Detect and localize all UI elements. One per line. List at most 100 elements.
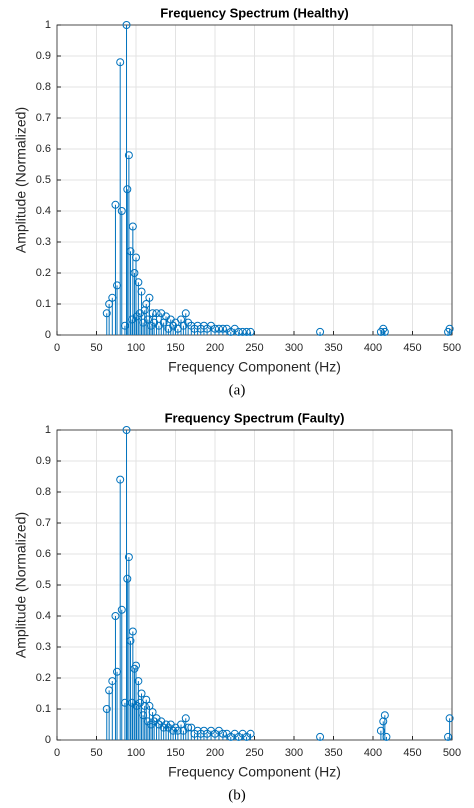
stem-marker (445, 714, 454, 723)
stem-marker (142, 695, 151, 704)
y-tick-label: 0.4 (36, 610, 51, 622)
stem-marker (128, 627, 137, 636)
x-tick-label: 400 (364, 747, 382, 759)
stem (126, 247, 135, 335)
y-tick-label: 0.6 (36, 548, 51, 560)
x-tick-label: 350 (324, 747, 342, 759)
stem (181, 714, 190, 740)
y-tick-label: 1 (45, 424, 51, 436)
stem-marker (122, 426, 131, 434)
stem (130, 269, 139, 335)
x-tick-label: 100 (127, 747, 145, 759)
stem (316, 732, 325, 741)
chart: 0 50 100 150 200 250 300 350 400 450 500 0 0.1 0.2 0.3… (13, 5, 461, 398)
stem (122, 426, 131, 740)
x-tick-label: 450 (403, 342, 421, 354)
stem-marker (445, 324, 454, 333)
stem-marker (379, 717, 388, 726)
stem (126, 636, 135, 740)
chart-title: Frequency Spectrum (Faulty) (165, 410, 345, 425)
stem-marker (116, 475, 125, 484)
stem-marker (128, 222, 137, 231)
stem-marker (111, 612, 120, 620)
stem-marker (181, 714, 190, 723)
y-tick-label: 0.8 (36, 81, 51, 93)
x-tick-label: 450 (403, 747, 421, 759)
stem-marker (117, 207, 126, 215)
stem-marker (187, 723, 196, 732)
x-tick-label: 200 (206, 342, 224, 354)
stem-marker (246, 729, 255, 738)
stem (132, 253, 140, 335)
stem (445, 324, 454, 335)
stem (122, 21, 131, 335)
stem (124, 553, 133, 740)
stem (152, 309, 161, 335)
stem-marker (123, 185, 132, 194)
stem-marker (124, 553, 133, 562)
caption: (b) (228, 787, 246, 803)
stem (380, 327, 389, 336)
stem-marker (102, 309, 111, 318)
y-tick-label: 0.5 (36, 579, 51, 591)
x-tick-label: 500 (443, 342, 461, 354)
stem (382, 732, 391, 741)
stem-marker (380, 711, 389, 720)
stem-marker (117, 605, 126, 614)
stem (316, 327, 325, 336)
stem (116, 475, 125, 740)
stem (111, 612, 120, 740)
y-tick-label: 0.2 (36, 267, 51, 279)
stem-marker (246, 327, 255, 336)
y-tick-label: 0 (45, 734, 51, 746)
stem-marker (116, 58, 125, 67)
stem (444, 732, 453, 741)
stem-marker (102, 705, 111, 713)
y-tick-label: 0.6 (36, 143, 51, 155)
stem (116, 58, 125, 335)
stem-marker (316, 732, 325, 741)
stem-marker (134, 677, 143, 686)
stem (117, 605, 126, 740)
stem (117, 207, 126, 335)
x-tick-label: 250 (245, 342, 263, 354)
chart-title: Frequency Spectrum (Healthy) (160, 5, 349, 20)
stem (124, 151, 133, 335)
stem (128, 627, 137, 740)
stem-marker (134, 278, 143, 287)
stem (445, 714, 454, 740)
stem (134, 677, 143, 740)
x-tick-label: 50 (90, 342, 102, 354)
x-tick-label: 500 (443, 747, 461, 759)
stem-marker (145, 293, 154, 302)
y-tick-label: 0.9 (36, 455, 51, 467)
stem (102, 309, 111, 335)
stem-marker (152, 309, 161, 318)
y-tick-label: 1 (45, 19, 51, 31)
y-tick-label: 0 (45, 329, 51, 341)
y-tick-label: 0.7 (36, 112, 51, 124)
stem-marker (380, 327, 389, 336)
stem-marker (122, 21, 131, 29)
stem-marker (123, 574, 132, 583)
x-tick-label: 150 (166, 342, 184, 354)
stem-marker (130, 269, 139, 277)
stem-marker (145, 701, 154, 710)
x-tick-label: 50 (90, 747, 102, 759)
x-tick-label: 300 (285, 747, 303, 759)
x-tick-label: 250 (245, 747, 263, 759)
stem-marker (137, 689, 146, 698)
stem-marker (126, 636, 135, 645)
stem (148, 708, 157, 740)
stem-marker (132, 661, 140, 670)
stem-marker (140, 701, 149, 710)
axes-box (56, 24, 453, 336)
stem-marker (148, 708, 157, 717)
x-tick-label: 350 (324, 342, 342, 354)
stem-marker (444, 732, 453, 741)
x-axis-label: Frequency Component (Hz) (168, 359, 341, 375)
stem (123, 185, 132, 335)
stem-marker (382, 732, 391, 741)
stem (246, 729, 255, 740)
